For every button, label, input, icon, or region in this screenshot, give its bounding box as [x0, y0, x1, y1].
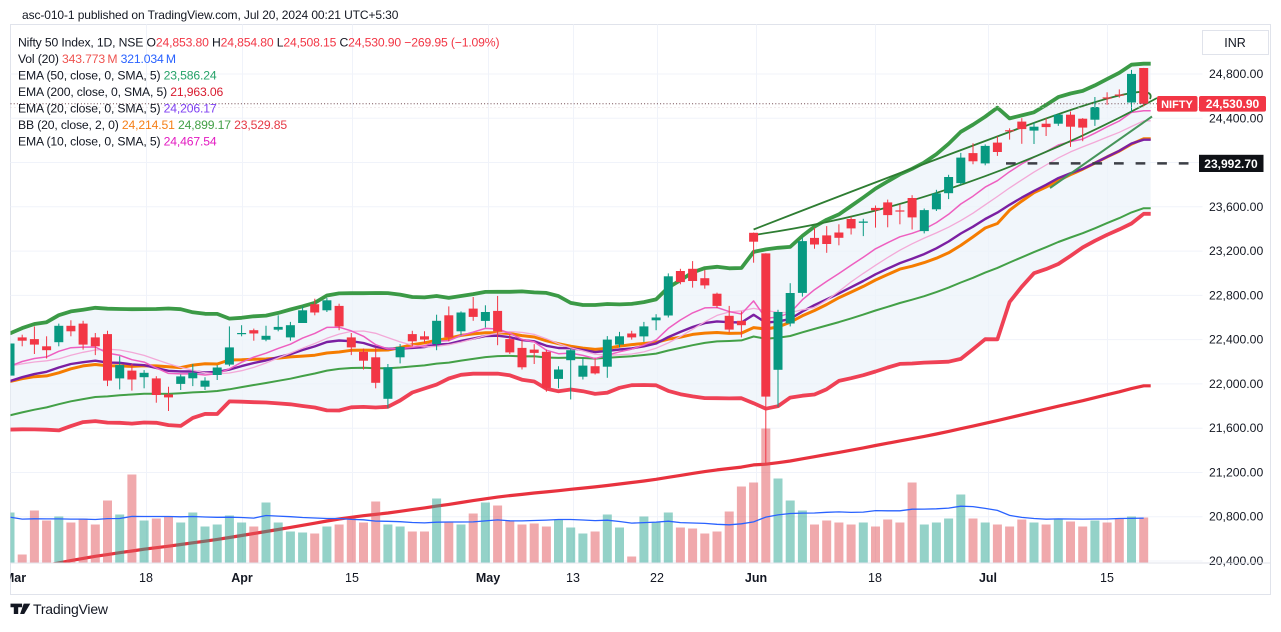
svg-text:20,800.00: 20,800.00	[1209, 510, 1263, 524]
svg-text:18: 18	[139, 571, 153, 585]
svg-text:INR: INR	[1224, 36, 1246, 50]
svg-text:24,800.00: 24,800.00	[1209, 67, 1263, 81]
svg-text:23,600.00: 23,600.00	[1209, 200, 1263, 214]
svg-text:21,600.00: 21,600.00	[1209, 421, 1263, 435]
svg-text:asc-010-1 published on Trading: asc-010-1 published on TradingView.com, …	[22, 8, 399, 22]
svg-text:22,800.00: 22,800.00	[1209, 288, 1263, 302]
svg-text:15: 15	[1100, 571, 1114, 585]
svg-text:Jul: Jul	[979, 571, 997, 585]
svg-text:22,400.00: 22,400.00	[1209, 333, 1263, 347]
svg-text:20,400.00: 20,400.00	[1209, 554, 1263, 568]
svg-text:NIFTY: NIFTY	[1161, 99, 1193, 111]
svg-text:Mar: Mar	[4, 571, 26, 585]
svg-text:18: 18	[868, 571, 882, 585]
svg-text:EMA (20, close, 0, SMA, 5) 24,: EMA (20, close, 0, SMA, 5) 24,206.17	[18, 102, 217, 116]
svg-text:EMA (50, close, 0, SMA, 5) 23,: EMA (50, close, 0, SMA, 5) 23,586.24	[18, 69, 217, 83]
svg-text:15: 15	[345, 571, 359, 585]
svg-text:22,000.00: 22,000.00	[1209, 377, 1263, 391]
svg-text:21,200.00: 21,200.00	[1209, 466, 1263, 480]
svg-text:Jun: Jun	[745, 571, 767, 585]
svg-text:22: 22	[650, 571, 664, 585]
svg-text:EMA (200, close, 0, SMA, 5) 21: EMA (200, close, 0, SMA, 5) 21,963.06	[18, 85, 224, 99]
svg-text:13: 13	[566, 571, 580, 585]
svg-text:TradingView: TradingView	[33, 601, 109, 617]
svg-text:Vol (20) 343.773 M 321.034 M: Vol (20) 343.773 M 321.034 M	[18, 52, 176, 66]
svg-text:BB (20, close, 2, 0) 24,214.51: BB (20, close, 2, 0) 24,214.51 24,899.17…	[18, 118, 287, 132]
svg-text:23,200.00: 23,200.00	[1209, 244, 1263, 258]
svg-text:23,992.70: 23,992.70	[1204, 157, 1258, 171]
svg-text:EMA (10, close, 0, SMA, 5) 24,: EMA (10, close, 0, SMA, 5) 24,467.54	[18, 135, 217, 149]
svg-text:24,530.90: 24,530.90	[1206, 97, 1260, 111]
svg-text:Apr: Apr	[231, 571, 253, 585]
svg-text:May: May	[476, 571, 500, 585]
svg-text:Nifty 50 Index, 1D, NSE O24,85: Nifty 50 Index, 1D, NSE O24,853.80 H24,8…	[18, 36, 499, 50]
svg-text:24,400.00: 24,400.00	[1209, 111, 1263, 125]
